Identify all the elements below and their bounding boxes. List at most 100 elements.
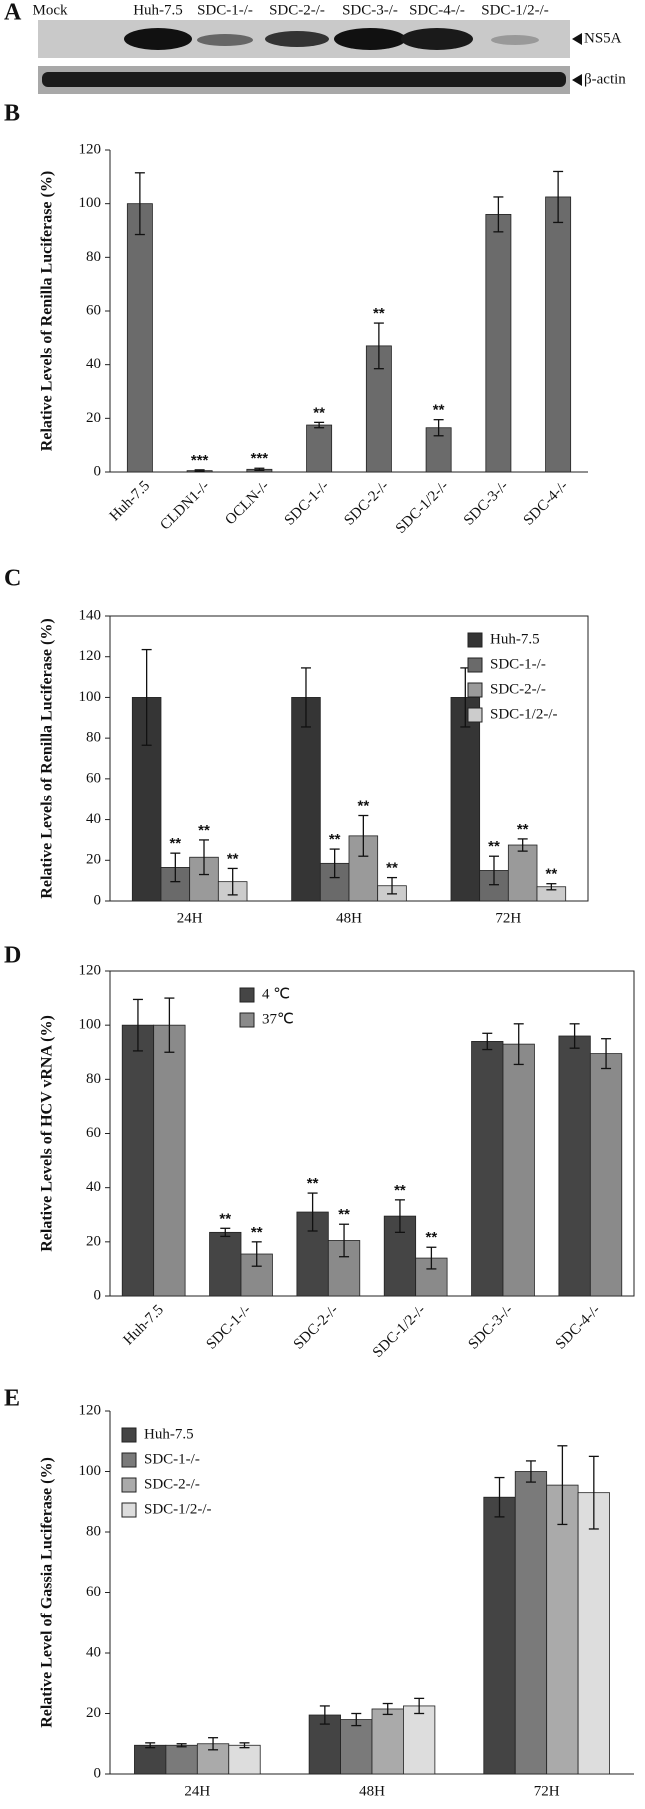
- significance: **: [426, 1229, 438, 1246]
- legend-label: SDC-1/2-/-: [144, 1501, 212, 1517]
- error-bar: [170, 852, 181, 883]
- legend-swatch: [121, 1502, 137, 1518]
- y-tick-label: 80: [86, 249, 101, 265]
- lane-label: Huh-7.5: [133, 2, 183, 18]
- y-tick-label: 0: [94, 1765, 102, 1781]
- bar: [450, 697, 481, 902]
- significance: **: [219, 1210, 231, 1227]
- x-tick-label: CLDN1-/-: [157, 478, 213, 534]
- x-tick-label: SDC-1-/-: [203, 1302, 254, 1353]
- bar: [514, 1471, 548, 1775]
- bar: [126, 203, 153, 473]
- error-bar: [145, 1742, 156, 1749]
- error-bar: [208, 1737, 219, 1751]
- error-bar: [176, 1743, 187, 1748]
- legend-swatch: [121, 1477, 137, 1493]
- error-bar: [557, 1445, 568, 1526]
- panel-label: C: [4, 566, 21, 592]
- error-bar: [358, 814, 369, 857]
- x-tick-label: SDC-1-/-: [282, 478, 333, 529]
- x-tick-label: 72H: [534, 1783, 560, 1799]
- y-axis-label: Relative Levels of Renilla Luciferase (%…: [39, 171, 56, 451]
- legend-label: Huh-7.5: [490, 631, 540, 647]
- bar: [507, 844, 538, 902]
- y-tick-label: 20: [86, 1233, 101, 1249]
- significance: **: [386, 860, 398, 877]
- error-bar: [329, 848, 340, 879]
- x-tick-label: SDC-1/2-/-: [370, 1302, 429, 1361]
- significance: **: [313, 404, 325, 421]
- y-tick-label: 0: [94, 1287, 102, 1303]
- bar: [308, 1714, 341, 1775]
- legend-swatch: [467, 707, 483, 723]
- error-bar: [351, 1712, 362, 1727]
- significance: **: [227, 850, 239, 867]
- bar: [371, 1708, 404, 1775]
- lane-label: SDC-4-/-: [409, 2, 465, 18]
- legend-swatch: [467, 657, 483, 673]
- lane-label: SDC-3-/-: [342, 2, 398, 18]
- error-bar: [569, 1023, 580, 1049]
- bar: [403, 1705, 436, 1775]
- error-bar: [382, 1702, 393, 1716]
- error-bar: [132, 998, 143, 1052]
- significance: **: [546, 866, 558, 883]
- arrow: [572, 74, 582, 86]
- error-bar: [220, 1227, 231, 1238]
- legend-swatch: [121, 1427, 137, 1443]
- band-label: NS5A: [584, 30, 622, 46]
- frame: [109, 970, 635, 1297]
- band: [334, 28, 406, 50]
- y-tick-label: 40: [86, 1644, 101, 1660]
- bar: [485, 213, 512, 473]
- y-tick-label: 40: [86, 1179, 101, 1195]
- error-bar: [546, 883, 557, 891]
- y-tick-label: 120: [79, 1402, 102, 1418]
- x-tick-label: SDC-2-/-: [341, 478, 392, 529]
- panel-label: A: [4, 0, 22, 26]
- bar: [589, 1053, 623, 1297]
- error-bar: [134, 172, 145, 236]
- bar: [134, 1744, 167, 1775]
- bar: [153, 1024, 186, 1297]
- error-bar: [553, 170, 564, 224]
- error-bar: [314, 421, 325, 429]
- error-bar: [494, 1476, 505, 1518]
- y-tick-label: 120: [79, 141, 102, 157]
- x-tick-label: SDC-3-/-: [465, 1302, 516, 1353]
- y-tick-label: 20: [86, 410, 101, 426]
- legend-swatch: [467, 632, 483, 648]
- y-tick-label: 40: [86, 811, 101, 827]
- x-tick-label: SDC-1/2-/-: [393, 478, 452, 537]
- error-bar: [493, 196, 504, 233]
- x-tick-label: 72H: [495, 910, 521, 926]
- bar: [306, 424, 333, 473]
- error-bar: [601, 1038, 612, 1070]
- lane-label: SDC-1-/-: [197, 2, 253, 18]
- y-tick-label: 80: [86, 1071, 101, 1087]
- error-bar: [513, 1023, 524, 1066]
- error-bar: [254, 467, 265, 472]
- y-tick-label: 80: [86, 1523, 101, 1539]
- panel-label: D: [4, 943, 21, 969]
- y-tick-label: 140: [79, 607, 102, 623]
- error-bar: [433, 419, 444, 437]
- significance: **: [251, 1224, 263, 1241]
- error-bar: [525, 1460, 536, 1483]
- x-tick-label: SDC-3-/-: [461, 478, 512, 529]
- y-tick-label: 100: [79, 1463, 102, 1479]
- legend-label: Huh-7.5: [144, 1426, 194, 1442]
- x-tick-label: SDC-4-/-: [553, 1302, 604, 1353]
- y-tick-label: 100: [79, 195, 102, 211]
- y-tick-label: 100: [79, 1017, 102, 1033]
- y-tick-label: 0: [94, 892, 102, 908]
- error-bar: [319, 1705, 330, 1725]
- bar: [165, 1744, 198, 1775]
- error-bar: [426, 1246, 437, 1270]
- legend-swatch: [121, 1452, 137, 1468]
- band: [265, 31, 329, 47]
- lane-label: SDC-2-/-: [269, 2, 325, 18]
- error-bar: [227, 867, 238, 896]
- error-bar: [199, 839, 210, 876]
- error-bar: [517, 838, 528, 852]
